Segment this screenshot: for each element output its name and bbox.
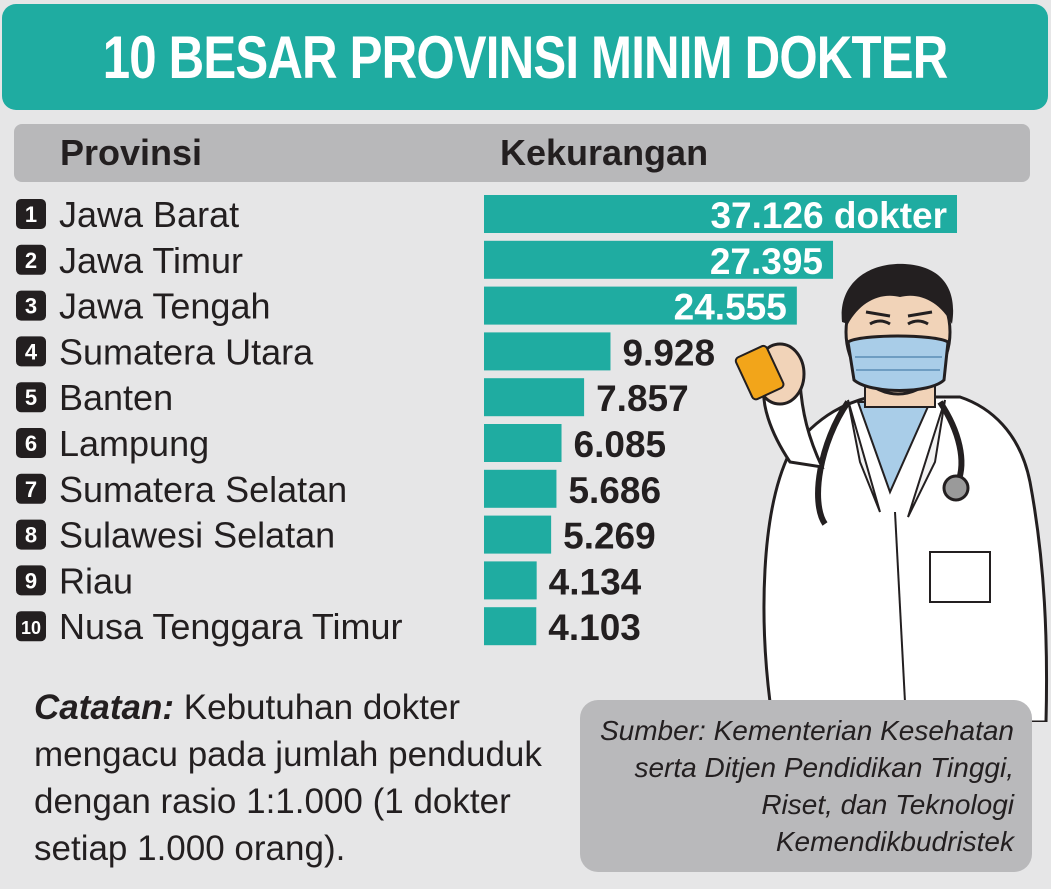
province-label: Jawa Timur bbox=[59, 240, 243, 281]
value-label: 7.857 bbox=[596, 378, 689, 419]
rank-label: 5 bbox=[25, 385, 37, 410]
bar bbox=[484, 515, 552, 554]
rank-badge bbox=[16, 199, 46, 229]
value-label: 4.103 bbox=[548, 607, 641, 648]
value-label: 9.928 bbox=[622, 332, 715, 373]
rank-label: 9 bbox=[25, 568, 37, 593]
note-label: Catatan: bbox=[34, 688, 175, 727]
rank-label: 4 bbox=[25, 339, 38, 364]
note-block: Catatan: Kebutuhan dokter mengacu pada j… bbox=[34, 684, 574, 872]
source-line-4: Kemendikbudristek bbox=[775, 826, 1014, 857]
rank-badge bbox=[16, 428, 46, 458]
column-header-shortage: Kekurangan bbox=[500, 132, 709, 173]
bar bbox=[484, 469, 557, 508]
bar bbox=[484, 240, 834, 279]
bar bbox=[484, 286, 797, 325]
rank-label: 2 bbox=[25, 248, 37, 273]
bar bbox=[484, 424, 562, 462]
value-label: 4.134 bbox=[549, 561, 642, 602]
province-label: Jawa Tengah bbox=[59, 286, 271, 327]
rank-label: 8 bbox=[25, 523, 37, 548]
source-line-1: Sumber: Kementerian Kesehatan bbox=[599, 715, 1014, 746]
rank-label: 3 bbox=[25, 294, 37, 319]
source-text: Sumber: Kementerian Kesehatan serta Ditj… bbox=[584, 712, 1014, 860]
bar bbox=[484, 195, 957, 233]
table-header: Provinsi Kekurangan bbox=[14, 124, 1030, 182]
rank-label: 7 bbox=[25, 477, 37, 502]
province-label: Lampung bbox=[59, 423, 209, 464]
rank-badge bbox=[16, 290, 46, 321]
bar bbox=[484, 332, 611, 371]
bar bbox=[484, 561, 537, 600]
province-label: Jawa Barat bbox=[59, 194, 239, 235]
province-label: Sumatera Selatan bbox=[59, 469, 347, 510]
doctor-illustration bbox=[734, 263, 1049, 722]
rank-label: 10 bbox=[21, 618, 41, 638]
rank-badge bbox=[16, 611, 46, 642]
value-label: 5.269 bbox=[563, 516, 656, 557]
rank-label: 6 bbox=[25, 431, 37, 456]
rank-badge bbox=[16, 336, 46, 367]
source-line-2: serta Ditjen Pendidikan Tinggi, bbox=[634, 752, 1014, 783]
province-label: Sulawesi Selatan bbox=[59, 515, 335, 556]
province-label: Nusa Tenggara Timur bbox=[59, 606, 403, 647]
page-title: 10 BESAR PROVINSI MINIM DOKTER bbox=[102, 23, 949, 91]
bar bbox=[484, 378, 585, 417]
title-banner: 10 BESAR PROVINSI MINIM DOKTER bbox=[2, 4, 1048, 110]
rank-badge bbox=[16, 473, 46, 504]
rank-badge bbox=[16, 519, 46, 550]
rank-badge bbox=[16, 244, 46, 275]
rank-badge bbox=[16, 382, 46, 413]
value-label: 5.686 bbox=[568, 470, 661, 511]
bar bbox=[484, 607, 537, 646]
value-label: 24.555 bbox=[674, 287, 787, 328]
note-text: Kebutuhan dokter mengacu pada jumlah pen… bbox=[34, 688, 542, 868]
province-label: Riau bbox=[59, 560, 133, 601]
value-label: 6.085 bbox=[574, 424, 667, 465]
rank-label: 1 bbox=[25, 202, 37, 227]
value-label: 37.126 dokter bbox=[710, 195, 947, 236]
province-label: Banten bbox=[59, 377, 173, 418]
rank-badge bbox=[16, 565, 46, 596]
value-label: 27.395 bbox=[710, 241, 823, 282]
province-label: Sumatera Utara bbox=[59, 331, 314, 372]
column-header-province: Provinsi bbox=[60, 132, 203, 173]
source-line-3: Riset, dan Teknologi bbox=[761, 789, 1014, 820]
source-box: Sumber: Kementerian Kesehatan serta Ditj… bbox=[580, 700, 1032, 872]
